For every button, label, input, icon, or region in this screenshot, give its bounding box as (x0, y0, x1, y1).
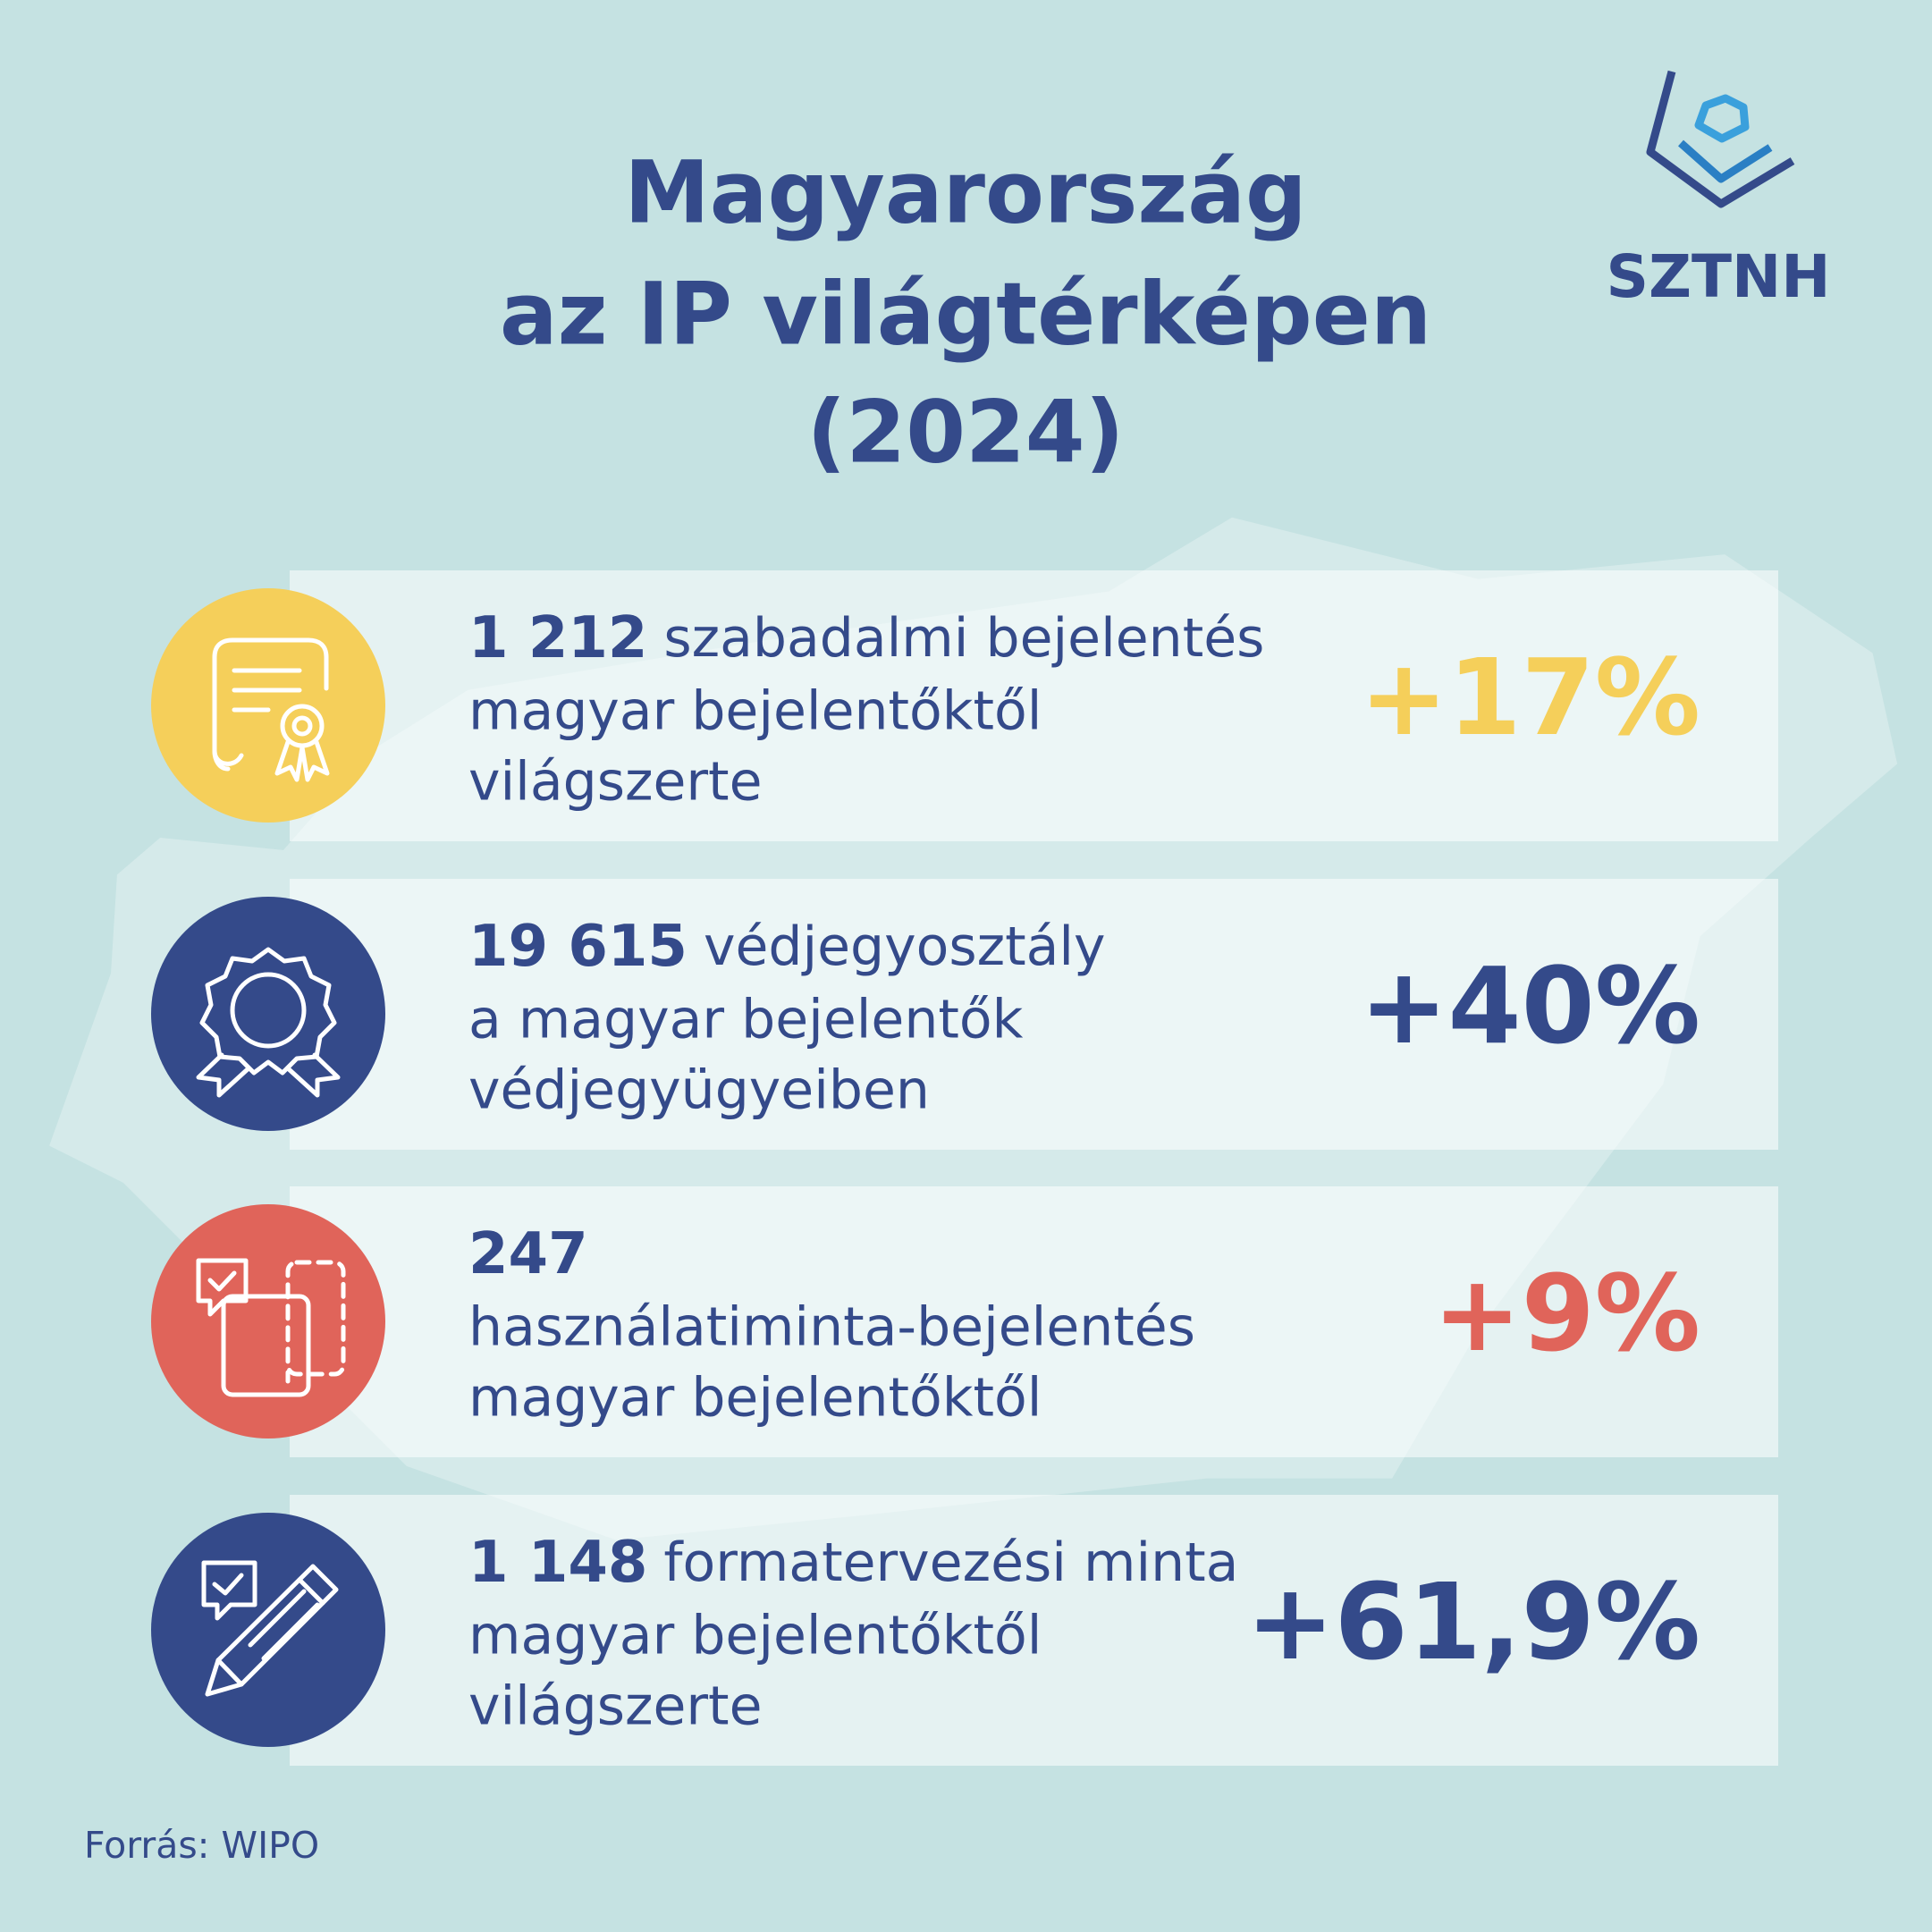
icon-circle (151, 1204, 385, 1438)
row-first-line: 1 148 formatervezési minta (468, 1530, 1238, 1596)
logo-text: SZTNH (1607, 242, 1831, 311)
row-line: használatiminta-bejelentés (468, 1296, 1195, 1359)
row-line: magyar bejelentőktől (468, 1367, 1042, 1430)
icon-circle (151, 897, 385, 1131)
title-line: Magyarország (624, 142, 1307, 242)
icon-circle (151, 588, 385, 823)
row-first-line: 19 615 védjegyosztály (468, 914, 1106, 980)
source: Forrás: WIPO (84, 1824, 319, 1867)
row-label: védjegyosztály (704, 915, 1106, 978)
row-first-line: 247 (468, 1221, 588, 1287)
row-label: szabadalmi bejelentés (663, 607, 1264, 670)
row-number: 247 (468, 1221, 588, 1287)
row-change: +40% (1360, 944, 1700, 1067)
row-line: magyar bejelentőktől (468, 1605, 1042, 1667)
row-line: világszerte (468, 1675, 762, 1738)
row-line: védjegyügyeiben (468, 1059, 930, 1122)
row-line: világszerte (468, 751, 762, 814)
row-first-line: 1 212 szabadalmi bejelentés (468, 605, 1264, 671)
row-change: +17% (1360, 636, 1700, 759)
title-line: az IP világtérképen (500, 264, 1431, 364)
title-line: (2024) (807, 382, 1125, 482)
row-change: +9% (1433, 1252, 1700, 1375)
row-label: formatervezési minta (663, 1531, 1238, 1594)
row-number: 1 212 (468, 605, 647, 671)
row-line: magyar bejelentőktől (468, 680, 1042, 743)
row-number: 1 148 (468, 1530, 647, 1596)
row-number: 19 615 (468, 914, 688, 980)
row-line: a magyar bejelentők (468, 989, 1024, 1051)
row-change: +61,9% (1246, 1560, 1700, 1683)
